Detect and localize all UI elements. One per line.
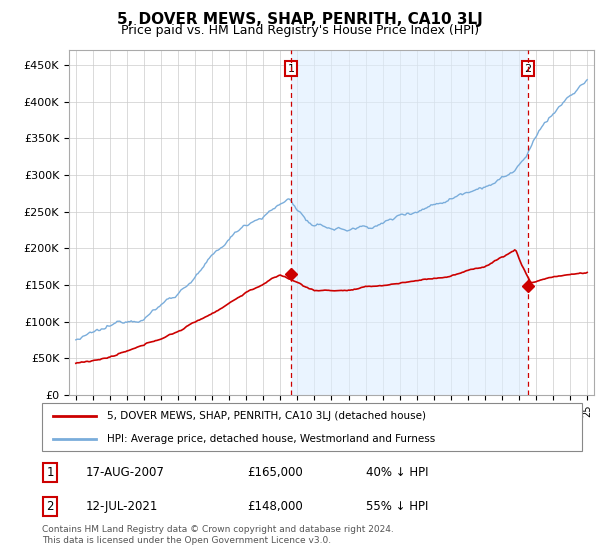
Text: 2: 2 xyxy=(524,64,532,74)
Text: 5, DOVER MEWS, SHAP, PENRITH, CA10 3LJ: 5, DOVER MEWS, SHAP, PENRITH, CA10 3LJ xyxy=(117,12,483,27)
Bar xyxy=(291,50,528,395)
Text: 40% ↓ HPI: 40% ↓ HPI xyxy=(366,466,428,479)
Text: £148,000: £148,000 xyxy=(247,500,303,513)
Text: Price paid vs. HM Land Registry's House Price Index (HPI): Price paid vs. HM Land Registry's House … xyxy=(121,24,479,36)
Text: HPI: Average price, detached house, Westmorland and Furness: HPI: Average price, detached house, West… xyxy=(107,435,435,445)
Text: 1: 1 xyxy=(287,64,295,74)
Text: 1: 1 xyxy=(46,466,54,479)
Text: 17-AUG-2007: 17-AUG-2007 xyxy=(85,466,164,479)
Text: Contains HM Land Registry data © Crown copyright and database right 2024.
This d: Contains HM Land Registry data © Crown c… xyxy=(42,525,394,545)
Text: £165,000: £165,000 xyxy=(247,466,303,479)
Text: 55% ↓ HPI: 55% ↓ HPI xyxy=(366,500,428,513)
Text: 2: 2 xyxy=(46,500,54,513)
Text: 5, DOVER MEWS, SHAP, PENRITH, CA10 3LJ (detached house): 5, DOVER MEWS, SHAP, PENRITH, CA10 3LJ (… xyxy=(107,410,426,421)
FancyBboxPatch shape xyxy=(42,403,582,451)
Text: 12-JUL-2021: 12-JUL-2021 xyxy=(85,500,158,513)
